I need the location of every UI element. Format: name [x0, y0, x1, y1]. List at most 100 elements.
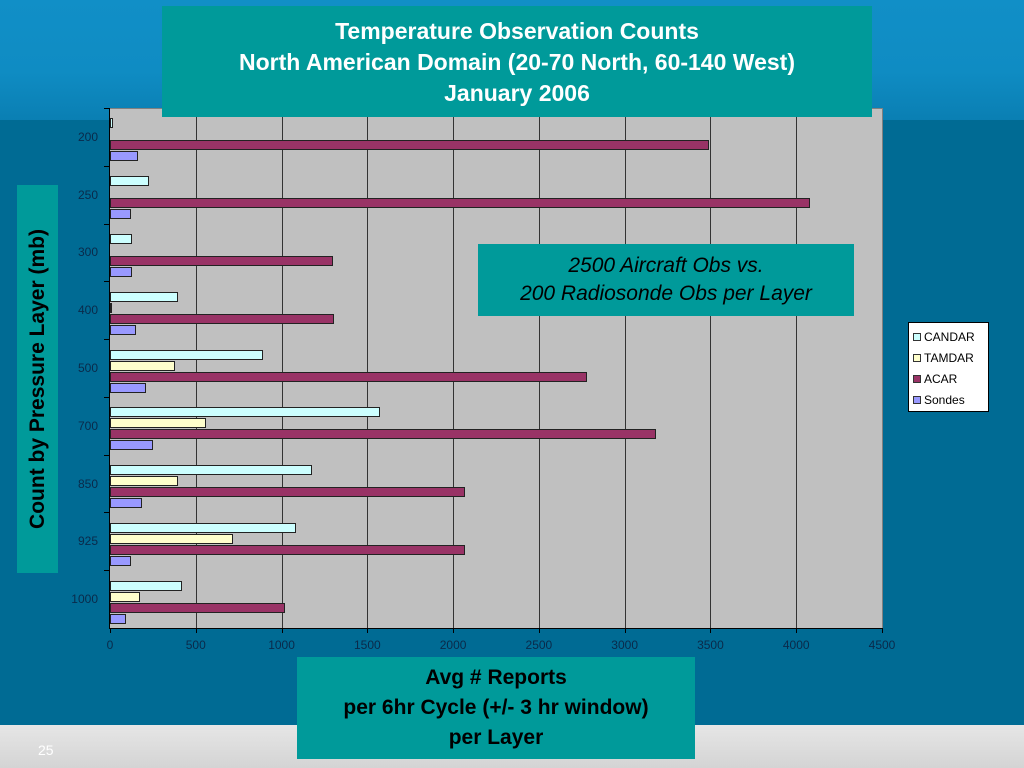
- x-axis-label-box: Avg # Reports per 6hr Cycle (+/- 3 hr wi…: [297, 657, 695, 759]
- bar-acar-1000: [110, 602, 286, 613]
- x-tick: [882, 628, 883, 633]
- x-tick-label: 1500: [353, 638, 381, 652]
- bar-sondes-700: [110, 440, 153, 451]
- bar-sondes-400: [110, 324, 136, 335]
- y-tick: [104, 454, 110, 456]
- legend-label: Sondes: [924, 392, 965, 407]
- legend-swatch: [913, 374, 921, 383]
- x-tick-label: 2500: [525, 638, 553, 652]
- bar-sondes-500: [110, 382, 147, 393]
- bar-acar-250: [110, 198, 810, 209]
- x-tick: [110, 628, 111, 633]
- bar-acar-400: [110, 313, 334, 324]
- annotation-box: 2500 Aircraft Obs vs. 200 Radiosonde Obs…: [478, 244, 854, 316]
- bar-candar-500: [110, 349, 263, 360]
- bar-tamdar-850: [110, 476, 179, 487]
- title-line-1: Temperature Observation Counts: [335, 18, 699, 44]
- y-tick: [104, 512, 110, 514]
- gridline: [195, 109, 197, 629]
- x-tick-label: 4500: [868, 638, 896, 652]
- bar-acar-700: [110, 429, 657, 440]
- legend-label: ACAR: [924, 371, 958, 386]
- bar-sondes-850: [110, 498, 143, 509]
- y-axis-label: Count by Pressure Layer (mb): [25, 229, 49, 529]
- x-tick-label: 2000: [439, 638, 467, 652]
- y-tick: [104, 108, 110, 109]
- slide-number: 25: [38, 742, 54, 758]
- y-category-label: 1000: [71, 592, 98, 607]
- x-axis-label-line-1: Avg # Reports: [425, 666, 567, 689]
- annotation-line-1: 2500 Aircraft Obs vs.: [568, 254, 764, 277]
- annotation-line-2: 200 Radiosonde Obs per Layer: [520, 282, 812, 305]
- y-category-label: 850: [77, 476, 98, 491]
- bar-candar-300: [110, 233, 133, 244]
- legend-swatch: [913, 332, 921, 341]
- x-tick-label: 0: [106, 638, 114, 652]
- legend-item-sondes: Sondes: [913, 389, 988, 410]
- x-tick: [538, 628, 540, 633]
- bar-sondes-1000: [110, 613, 126, 624]
- x-tick-label: 500: [185, 638, 206, 652]
- y-tick: [104, 339, 110, 341]
- legend-swatch: [913, 353, 921, 362]
- y-category-label: 700: [77, 418, 98, 433]
- gridline: [538, 109, 540, 629]
- y-tick: [104, 165, 110, 167]
- y-tick: [104, 570, 110, 572]
- bar-acar-200: [110, 140, 709, 151]
- bar-tamdar-1000: [110, 591, 141, 602]
- bar-candar-700: [110, 407, 380, 418]
- x-tick-label: 3500: [697, 638, 724, 652]
- y-category-label: 250: [77, 187, 98, 202]
- bar-tamdar-700: [110, 418, 207, 429]
- legend-item-acar: ACAR: [913, 368, 988, 389]
- legend-label: CANDAR: [924, 329, 975, 344]
- bar-sondes-200: [110, 151, 138, 162]
- x-tick: [710, 628, 712, 633]
- y-axis: [109, 108, 110, 629]
- bar-candar-850: [110, 465, 313, 476]
- x-tick: [796, 628, 798, 633]
- bar-candar-925: [110, 522, 297, 533]
- x-tick: [367, 628, 369, 633]
- legend-swatch: [913, 395, 921, 404]
- x-axis-label-line-2: per 6hr Cycle (+/- 3 hr window): [343, 696, 649, 719]
- y-category-label: 500: [77, 361, 98, 375]
- bar-candar-200: [110, 118, 113, 129]
- bar-acar-300: [110, 255, 334, 266]
- legend-label: TAMDAR: [924, 350, 974, 365]
- gridline: [367, 109, 369, 629]
- gridline: [796, 109, 798, 629]
- x-tick-label: 3000: [611, 638, 638, 652]
- gridline: [624, 109, 626, 629]
- x-tick-label: 4000: [782, 638, 810, 652]
- bar-sondes-250: [110, 209, 132, 220]
- bar-candar-400: [110, 291, 179, 302]
- legend-item-candar: CANDAR: [913, 326, 988, 347]
- bar-acar-500: [110, 371, 587, 382]
- x-axis: [109, 628, 883, 629]
- bar-tamdar-400: [110, 302, 112, 313]
- y-category-label: 400: [77, 303, 98, 318]
- y-tick: [104, 223, 110, 225]
- x-tick-label: 1000: [268, 638, 295, 652]
- gridline: [453, 109, 455, 629]
- bar-acar-925: [110, 544, 466, 555]
- y-axis-label-box: Count by Pressure Layer (mb): [17, 185, 58, 573]
- bar-sondes-925: [110, 555, 132, 566]
- y-tick: [104, 396, 110, 398]
- title-line-3: January 2006: [444, 80, 590, 106]
- gridline: [710, 109, 712, 629]
- title-line-2: North American Domain (20-70 North, 60-1…: [239, 49, 795, 75]
- bar-acar-850: [110, 487, 466, 498]
- gridline: [281, 109, 283, 629]
- y-category-label: 200: [77, 129, 98, 144]
- chart-legend: CANDAR TAMDAR ACAR Sondes: [908, 322, 989, 412]
- x-tick: [453, 628, 455, 633]
- y-category-label: 925: [77, 534, 98, 549]
- x-tick: [624, 628, 626, 633]
- x-axis-label-line-3: per Layer: [448, 726, 544, 749]
- x-tick: [281, 628, 283, 633]
- y-category-label: 300: [77, 245, 98, 260]
- plot-area: [110, 108, 883, 629]
